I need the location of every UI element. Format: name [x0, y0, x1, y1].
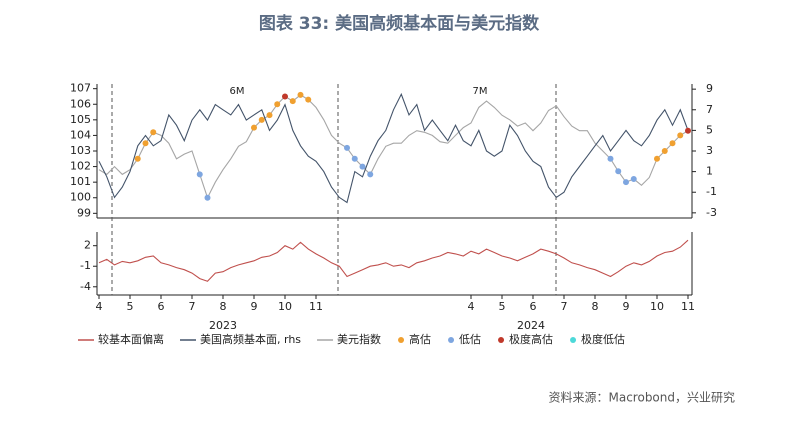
legend-label: 低估 — [459, 333, 481, 346]
y-tick-label: 105 — [70, 113, 91, 126]
x-tick-label: 7 — [561, 300, 568, 313]
y2-tick-label: 3 — [706, 144, 713, 157]
y2-tick-label: 9 — [706, 82, 713, 95]
y-tick-label: 101 — [70, 175, 91, 188]
dot — [134, 155, 141, 162]
dot — [150, 129, 157, 136]
legend-label: 极度高估 — [509, 332, 553, 346]
x-tick-label: 5 — [127, 300, 134, 313]
y-tick-label: 103 — [70, 144, 91, 157]
legend-label: 美元指数 — [337, 332, 381, 346]
legend-swatch — [498, 337, 505, 343]
dot — [251, 124, 257, 131]
dot — [677, 132, 684, 139]
dot — [630, 176, 637, 183]
dot — [367, 171, 374, 178]
dot — [615, 168, 622, 175]
y3-tick-label: 2 — [84, 239, 91, 252]
y2-tick-label: -1 — [706, 185, 717, 198]
y2-tick-label: 1 — [706, 165, 713, 178]
x-tick-label: 8 — [220, 300, 227, 313]
y-tick-label: 100 — [70, 191, 91, 204]
y3-tick-label: -4 — [80, 280, 91, 293]
dot — [258, 116, 265, 123]
y-tick-label: 102 — [70, 160, 91, 173]
dot — [305, 96, 312, 103]
year-label: 2023 — [209, 319, 237, 332]
y-tick-label: 99 — [77, 206, 91, 219]
legend-label: 高估 — [409, 332, 431, 346]
dot — [266, 112, 273, 119]
y-tick-label: 104 — [70, 128, 91, 141]
legend-label: 极度低估 — [581, 332, 625, 346]
source: 资料来源：Macrobond，兴业研究 — [549, 390, 736, 405]
x-tick-label: 11 — [309, 300, 323, 313]
dot — [654, 155, 660, 162]
dot — [661, 148, 668, 154]
x-tick-label: 10 — [650, 300, 664, 313]
series-line — [98, 239, 689, 282]
dot — [274, 101, 281, 108]
dot — [359, 163, 366, 170]
x-tick-label: 10 — [278, 300, 292, 313]
x-tick-label: 6 — [530, 300, 537, 313]
x-tick-label: 5 — [499, 300, 506, 313]
x-tick-label: 11 — [681, 300, 695, 313]
y3-tick-label: -1 — [80, 259, 91, 272]
dot — [607, 155, 614, 162]
dot — [623, 179, 629, 186]
annotation: 7M — [473, 86, 488, 97]
annotation: 6M — [230, 86, 245, 97]
x-tick-label: 8 — [592, 300, 599, 313]
x-tick-label: 9 — [251, 300, 258, 313]
x-tick-label: 4 — [96, 300, 103, 313]
dot — [289, 98, 296, 105]
y-tick-label: 106 — [70, 97, 91, 110]
legend-swatch — [570, 337, 577, 343]
y2-tick-label: -3 — [706, 206, 717, 219]
dot — [685, 127, 691, 134]
legend-label: 美国高频基本面, rhs — [200, 332, 301, 346]
dot — [204, 194, 211, 201]
series-line — [98, 94, 689, 200]
x-tick-label: 7 — [189, 300, 196, 313]
dot — [282, 93, 288, 100]
year-label: 2024 — [517, 319, 545, 332]
dot — [344, 144, 350, 151]
chart-title: 图表 33: 美国高频基本面与美元指数 — [259, 13, 540, 34]
dot — [297, 91, 304, 98]
legend-swatch — [448, 337, 455, 343]
x-tick-label: 6 — [158, 300, 165, 313]
y-tick-label: 107 — [70, 82, 91, 95]
dot — [351, 155, 358, 162]
x-tick-label: 4 — [468, 300, 475, 313]
y2-tick-label: 7 — [706, 103, 713, 116]
dot — [142, 140, 149, 147]
dot — [669, 140, 676, 147]
dot — [196, 171, 203, 178]
series-line — [98, 92, 689, 204]
legend-swatch — [398, 337, 405, 343]
x-tick-label: 9 — [623, 300, 630, 313]
legend-label: 较基本面偏离 — [98, 332, 164, 346]
y2-tick-label: 5 — [706, 123, 713, 136]
